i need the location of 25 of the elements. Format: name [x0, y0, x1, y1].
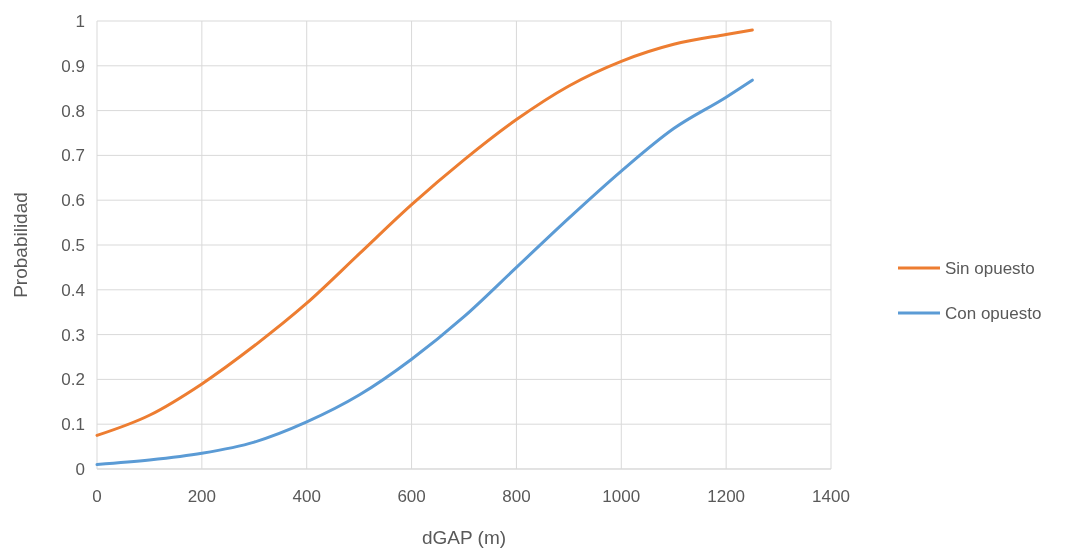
x-tick-label: 800 — [502, 487, 531, 506]
y-tick-label: 1 — [75, 11, 85, 31]
y-tick-label: 0.6 — [61, 191, 85, 211]
x-tick-label: 1200 — [707, 487, 746, 506]
x-tick-label: 200 — [187, 487, 217, 506]
y-tick-label: 0.5 — [61, 235, 85, 255]
y-tick-label: 0.1 — [61, 415, 85, 435]
x-tick-label: 1000 — [602, 487, 641, 506]
line-series — [95, 28, 754, 437]
y-tick-label: 0 — [75, 459, 85, 479]
line-series — [95, 78, 754, 467]
y-tick-label: 0.7 — [61, 146, 85, 166]
y-axis-title: Probabilidad — [10, 192, 31, 298]
legend-label: Sin opuesto — [945, 258, 1035, 278]
legend-label: Con opuesto — [945, 303, 1042, 323]
y-tick-label: 0.8 — [61, 101, 85, 121]
x-tick-label: 1400 — [812, 487, 850, 506]
x-tick-label: 0 — [92, 487, 102, 506]
x-tick-label: 400 — [292, 487, 321, 506]
y-tick-label: 0.4 — [61, 280, 85, 300]
y-tick-label: 0.2 — [61, 370, 85, 390]
y-tick-label: 0.3 — [61, 325, 85, 345]
y-tick-label: 0.9 — [61, 56, 85, 76]
x-tick-label: 600 — [397, 487, 426, 506]
x-axis-title: dGAP (m) — [421, 527, 507, 548]
